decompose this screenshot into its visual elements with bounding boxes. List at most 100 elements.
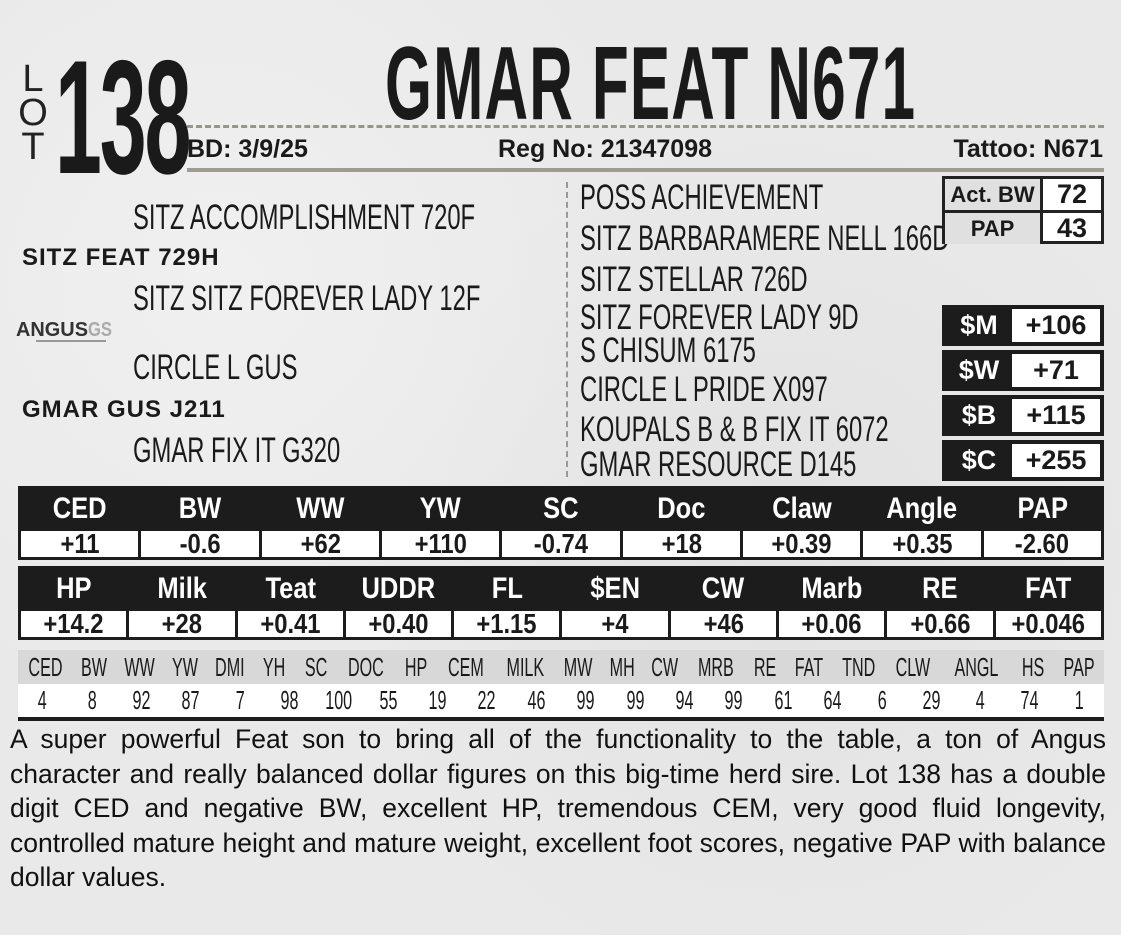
percentile-value-text: 29 [922, 685, 941, 715]
percentile-value-text: 4 [38, 685, 48, 715]
percentile-header: RE [744, 652, 786, 683]
epd-header: CW [671, 569, 776, 609]
index-label: $B [961, 400, 997, 430]
index-label: $W [958, 355, 1000, 385]
epd-header: Claw [743, 489, 860, 529]
epd-header-label: FL [491, 572, 523, 605]
epd-value-text: +14.2 [43, 611, 104, 637]
index-value: +115 [1012, 399, 1100, 432]
epd-header-label: $EN [590, 572, 640, 605]
percentile-header: HP [395, 652, 437, 683]
lot-label: L O T [18, 60, 48, 168]
percentile-value-text: 1 [1074, 685, 1084, 715]
percentile-header-label: RE [754, 651, 777, 682]
percentile-value: 7 [215, 685, 264, 716]
percentile-header: CW [643, 652, 686, 683]
epd-column: Marb +0.06 [779, 569, 885, 637]
percentile-value: 55 [364, 685, 413, 716]
percentile-header: DOC [337, 652, 395, 683]
epd-value-text: -0.6 [179, 531, 221, 557]
epd-value: +110 [381, 531, 500, 557]
pedigree-ancestor: CIRCLE L PRIDE X097 [580, 370, 828, 409]
epd-value: -2.60 [983, 531, 1101, 557]
epd-column: Angle +0.35 [863, 489, 981, 557]
pedigree-ancestor: SITZ FOREVER LADY 9D [580, 298, 859, 337]
percentile-header: CEM [437, 652, 495, 683]
sire: SITZ FEAT 729H [22, 244, 220, 271]
percentile-header-label: WW [124, 651, 155, 682]
epd-header: Milk [129, 569, 234, 609]
epd-value: +0.046 [995, 611, 1101, 637]
epd-header-label: Doc [657, 492, 706, 525]
percentile-header-label: CED [28, 651, 63, 682]
epd-column: CED +11 [21, 489, 139, 557]
pedigree-ancestor: SITZ STELLAR 726D [580, 260, 808, 299]
percentile-header: HS [1012, 652, 1054, 683]
epd-value: +18 [622, 531, 740, 557]
percentile-value-text: 61 [774, 685, 793, 715]
percentile-value-text: 55 [379, 685, 398, 715]
percentile-header: BW [73, 652, 115, 683]
svg-text:ANGUS: ANGUS [16, 319, 88, 341]
epd-column: CW +46 [670, 569, 777, 637]
divider [187, 168, 1104, 172]
dollar-index-c: $C +255 [942, 440, 1104, 481]
epd-header-label: RE [922, 572, 958, 605]
epd-header: Doc [623, 489, 740, 529]
actual-value: 72 [1056, 179, 1088, 209]
epd-header: Marb [779, 569, 884, 609]
epd-value-text: +62 [300, 531, 341, 557]
epd-value-text: +0.40 [368, 611, 429, 637]
epd-header-label: FAT [1025, 572, 1072, 605]
percentile-header-label: ANGL [954, 651, 999, 682]
index-value: +71 [1012, 354, 1100, 387]
lot-letter: T [21, 126, 45, 168]
epd-header: SC [502, 489, 619, 529]
epd-header-label: BW [178, 492, 222, 525]
sire-sire: SITZ ACCOMPLISHMENT 720F [133, 198, 476, 237]
percentile-header-label: YW [171, 651, 198, 682]
percentile-header-label: MW [564, 651, 593, 682]
epd-value: -0.74 [502, 531, 620, 557]
epd-value-text: +0.06 [801, 611, 862, 637]
epd-column: BW -0.6 [141, 489, 259, 557]
percentile-value: 99 [709, 685, 758, 716]
epd-header: $EN [562, 569, 667, 609]
pedigree-ancestor: SITZ BARBARAMERE NELL 166D [580, 219, 950, 258]
epd-column: RE +0.66 [887, 569, 993, 637]
dam-dam: GMAR FIX IT G320 [133, 431, 341, 470]
percentile-header: MRB [687, 652, 745, 683]
percentile-value-text: 98 [280, 685, 299, 715]
epd-header-label: Teat [264, 572, 316, 605]
percentile-header: PAP [1054, 652, 1104, 683]
epd-value-text: +46 [703, 611, 744, 637]
epd-column: Milk +28 [129, 569, 235, 637]
epd-header: Teat [238, 569, 343, 609]
percentile-value: 29 [906, 685, 955, 716]
epd-column: $EN +4 [562, 569, 668, 637]
percentile-value: 61 [758, 685, 807, 716]
epd-value-text: +0.39 [771, 531, 832, 557]
index-label: $C [961, 445, 997, 475]
percentile-value-text: 99 [626, 685, 644, 715]
percentile-value-text: 87 [181, 685, 200, 715]
epd-header-label: CED [52, 492, 107, 525]
percentile-header: FAT [786, 652, 832, 683]
epd-header: CED [21, 489, 138, 529]
epd-value-text: +1.15 [476, 611, 537, 637]
percentile-header-label: CEM [447, 651, 484, 682]
epd-header: RE [887, 569, 992, 609]
epd-header: Angle [863, 489, 980, 529]
pedigree-ancestor: POSS ACHIEVEMENT [580, 178, 824, 217]
angus-gs-logo: ANGUS GS [16, 319, 112, 342]
epd-header-label: Angle [886, 492, 958, 525]
epd-column: FL +1.15 [454, 569, 560, 637]
pedigree-ancestor: S CHISUM 6175 [580, 331, 756, 370]
epd-header-label: YW [420, 492, 462, 525]
epd-header-label: CW [702, 572, 745, 605]
epd-column: HP +14.2 [21, 569, 127, 637]
percentile-value-text: 100 [325, 685, 353, 715]
epd-value-text: +0.046 [1011, 611, 1086, 637]
percentile-value: 99 [561, 685, 610, 716]
percentile-header-label: MH [609, 651, 635, 682]
